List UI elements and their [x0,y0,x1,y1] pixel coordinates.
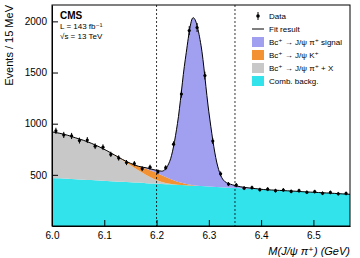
x-tick: 6.5 [307,220,321,241]
x-tick-label: 6.3 [202,230,216,241]
data-point [156,170,159,173]
x-tick-label: 6.0 [46,230,60,241]
y-tick: 2000 [25,16,58,27]
x-tick-label: 6.4 [255,230,269,241]
data-point [109,153,112,156]
data-point [133,162,136,165]
annotation: CMS [60,10,83,21]
data-point [337,192,340,195]
x-tick: 6.2 [150,220,164,241]
y-tick-mark [52,175,58,176]
data-point [117,156,120,159]
x-tick: 6.4 [255,220,269,241]
data-point [297,189,300,192]
data-point [164,166,167,169]
data-point [250,186,253,189]
y-axis: 500 1000 1500 2000 [25,6,58,227]
x-tick-mark [209,220,210,226]
data-point [141,167,144,170]
legend-label: Bc⁺ → J/ψ K⁺ [269,51,319,60]
data-point [305,191,308,194]
x-tick: 6.3 [202,220,216,241]
legend-label: Fit result [269,25,300,34]
y-tick-label: 1500 [25,67,48,78]
legend-swatch [252,29,264,30]
legend-swatch [256,14,260,18]
x-tick-mark [261,220,262,226]
data-point [243,187,246,190]
x-tick-label: 6.2 [150,230,164,241]
data-point [321,192,324,195]
y-tick-label: 500 [30,170,47,181]
y-tick-mark [52,21,58,22]
area-3 [52,18,350,195]
y-axis-line [52,6,53,227]
annotation: L = 143 fb⁻¹ [60,22,103,31]
x-axis: 6.0 6.1 6.2 6.3 6.4 6.5 [46,220,351,241]
y-axis-title: Events / 15 MeV [3,4,15,85]
y-tick: 1000 [25,118,58,129]
data-point [78,139,81,142]
data-point [94,145,97,148]
y-tick: 500 [30,170,58,181]
x-tick-label: 6.5 [307,230,321,241]
legend-swatch [252,63,264,73]
data-point [219,172,222,175]
data-point [203,74,206,77]
region-line [234,5,235,226]
x-axis-title: M(J/ψ π⁺) (GeV) [268,245,350,257]
fit-line [52,18,350,195]
legend-label: Bc⁺ → J/ψ π⁺ + X [269,64,334,73]
data-point [62,133,65,136]
y-tick-mark [52,124,58,125]
data-point [313,190,316,193]
y-tick-mark [52,73,58,74]
legend-label: Bc⁺ → J/ψ π⁺ signal [269,38,342,47]
data-point [235,183,238,186]
data-point [274,189,277,192]
x-tick-mark [313,220,314,226]
x-tick: 6.1 [98,220,112,241]
y-tick-label: 2000 [25,16,48,27]
legend: Data Fit result Bc⁺ → J/ψ π⁺ signal Bc⁺ → J… [252,12,342,86]
annotation: √s = 13 TeV [60,32,103,41]
legend-label: Data [269,12,286,21]
legend-swatch [252,50,264,60]
y-tick: 1500 [25,67,58,78]
x-tick-mark [157,220,158,226]
legend-label: Comb. backg. [269,77,318,86]
legend-swatch [252,37,264,47]
data-point [172,143,175,146]
legend-swatch [252,76,264,86]
region-line [156,5,157,226]
frame [52,5,350,226]
data-point [101,146,104,149]
data-point [290,190,293,193]
data-point [195,26,198,29]
data-point [125,161,128,164]
plot-area [52,5,350,226]
data-point [180,92,183,95]
data-point [344,192,347,195]
data-point [148,166,151,169]
data-point [54,129,57,132]
data-point [211,139,214,142]
data-point [188,29,191,32]
data-point [86,138,89,141]
x-tick-label: 6.1 [98,230,112,241]
y-tick-label: 1000 [25,118,48,129]
data-point [258,188,261,191]
data-point [282,188,285,191]
chart: 6.0 6.1 6.2 6.3 6.4 6.5 500 1000 1500 2000 M(J/ψ π… [0,0,360,258]
x-axis-line [53,226,351,227]
data-point [70,134,73,137]
data-point [227,182,230,185]
data-point [329,191,332,194]
data-point [266,188,269,191]
x-tick-mark [104,220,105,226]
